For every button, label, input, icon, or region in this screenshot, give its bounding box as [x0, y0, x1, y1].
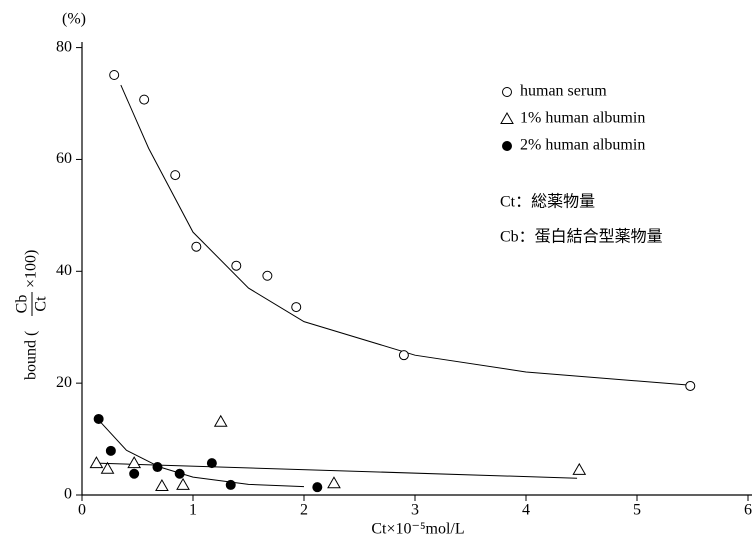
data-point	[231, 260, 242, 271]
y-label-numerator: Cb	[14, 295, 31, 314]
x-tick-label: 0	[78, 502, 86, 519]
x-tick-label: 5	[633, 502, 641, 519]
data-point	[206, 458, 217, 469]
y-tick-label: 60	[56, 150, 72, 167]
x-tick-label: 3	[411, 502, 419, 519]
data-point	[100, 461, 115, 474]
x-tick-label: 1	[189, 502, 197, 519]
legend-label: 1% human albumin	[520, 110, 645, 127]
data-point	[155, 479, 169, 492]
fit-curve	[98, 419, 305, 488]
y-tick-label: 20	[56, 374, 72, 391]
data-point	[191, 241, 202, 252]
legend-marker	[502, 141, 512, 151]
y-label-prefix: bound (	[23, 331, 40, 380]
legend-marker	[500, 111, 514, 124]
x-tick-label: 2	[300, 502, 308, 519]
data-point	[398, 350, 409, 361]
data-point	[139, 94, 150, 105]
legend-marker	[502, 87, 512, 97]
data-point	[170, 170, 181, 181]
y-axis-label: bound ( Cb Ct ×100)	[14, 250, 50, 380]
data-point	[291, 302, 302, 313]
data-point	[129, 468, 140, 479]
data-point	[89, 456, 104, 469]
data-point	[327, 476, 341, 489]
x-tick-label: 4	[522, 502, 530, 519]
data-point	[572, 462, 587, 475]
data-point	[685, 380, 696, 391]
legend-label: human serum	[520, 83, 607, 100]
y-tick-label: 80	[56, 38, 72, 55]
x-tick-label: 6	[744, 502, 752, 519]
data-point	[109, 69, 120, 80]
data-point	[176, 477, 190, 490]
note: Cb：蛋白結合型薬物量	[500, 228, 663, 246]
data-point	[127, 456, 142, 469]
unit-label: (%)	[62, 11, 86, 28]
note: Ct：総薬物量	[500, 193, 595, 211]
y-tick-label: 40	[56, 262, 72, 279]
fit-curve	[120, 84, 693, 386]
fit-curve	[96, 462, 578, 479]
data-point	[213, 414, 228, 427]
data-point	[262, 270, 273, 281]
data-point	[312, 482, 323, 493]
data-point	[152, 462, 163, 473]
data-point	[174, 468, 185, 479]
data-point	[225, 479, 236, 490]
legend-label: 2% human albumin	[520, 137, 645, 154]
y-tick-label: 0	[64, 486, 72, 503]
data-point	[93, 413, 104, 424]
y-label-denominator: Ct	[33, 296, 50, 312]
data-point	[105, 445, 116, 456]
y-label-suffix: ×100)	[23, 250, 40, 288]
x-axis-label: Ct×10⁻⁵mol/L	[371, 521, 464, 538]
